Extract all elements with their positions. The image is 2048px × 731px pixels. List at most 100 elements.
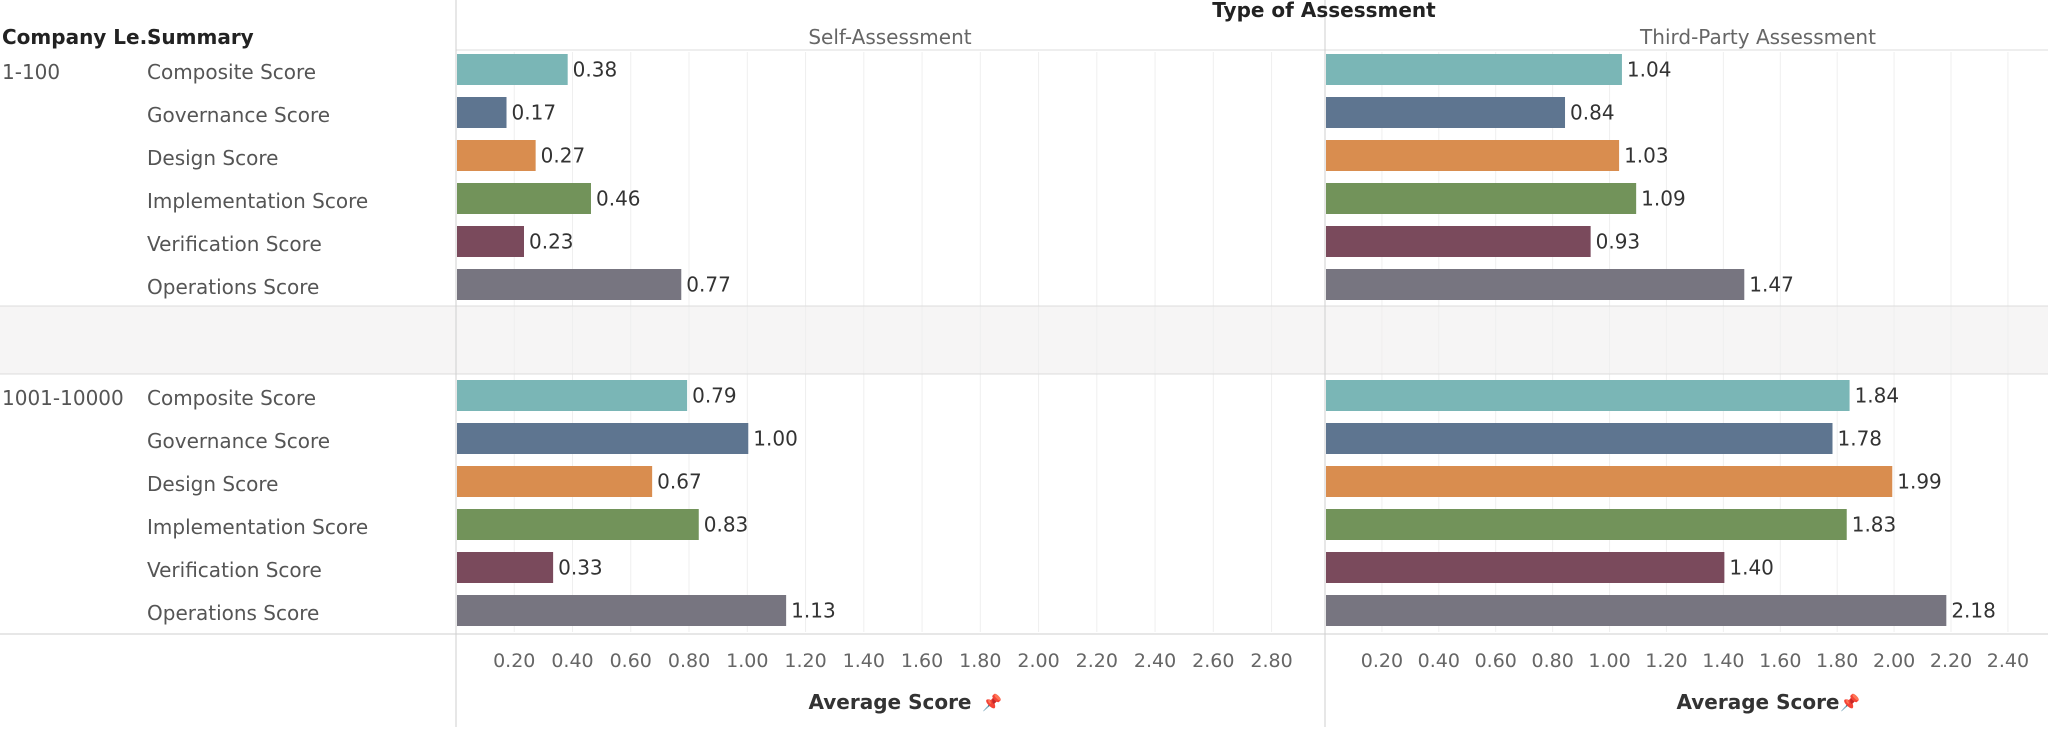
x-tick-self-assessment-9: 2.00 [1017, 650, 1059, 672]
x-tick-third-party-assessment-6: 1.40 [1702, 650, 1744, 672]
value-label-self-assessment-1-100-composite-score: 0.38 [573, 58, 618, 82]
value-label-third-party-assessment-1001-10000-governance-score: 1.78 [1838, 427, 1883, 451]
value-label-third-party-assessment-1001-10000-implementation-score: 1.83 [1852, 513, 1897, 537]
measure-label-operations-1-100: Operations Score [147, 275, 319, 299]
x-tick-self-assessment-1: 0.40 [551, 650, 593, 672]
x-tick-self-assessment-3: 0.80 [668, 650, 710, 672]
value-label-third-party-assessment-1001-10000-design-score: 1.99 [1897, 470, 1942, 494]
bar-self-assessment-1001-10000-operations-score[interactable] [457, 595, 787, 626]
x-tick-third-party-assessment-1: 0.40 [1418, 650, 1460, 672]
bar-third-party-assessment-1-100-implementation-score[interactable] [1326, 183, 1637, 214]
bar-third-party-assessment-1001-10000-design-score[interactable] [1326, 466, 1893, 497]
measure-label-design-1001-10000: Design Score [147, 472, 278, 496]
x-tick-third-party-assessment-8: 1.80 [1816, 650, 1858, 672]
bar-third-party-assessment-1001-10000-composite-score[interactable] [1326, 380, 1850, 411]
x-tick-self-assessment-2: 0.60 [610, 650, 652, 672]
value-label-third-party-assessment-1-100-governance-score: 0.84 [1570, 101, 1615, 125]
group-label-1-100: 1-100 [2, 60, 60, 84]
value-label-third-party-assessment-1001-10000-verification-score: 1.40 [1729, 556, 1774, 580]
value-label-self-assessment-1-100-design-score: 0.27 [541, 144, 586, 168]
value-label-self-assessment-1001-10000-operations-score: 1.13 [791, 599, 836, 623]
bars: 0.38 0.17 0.27 0.46 0.23 0.77 0.79 1.00 0.670.83… [457, 54, 1996, 626]
bar-self-assessment-1-100-composite-score[interactable] [457, 54, 568, 85]
value-label-self-assessment-1001-10000-design-score: 0.67 [657, 470, 702, 494]
x-tick-third-party-assessment-11: 2.40 [1987, 650, 2029, 672]
measure-label-governance-1001-10000: Governance Score [147, 429, 330, 453]
x-axis-title-self[interactable]: Average Score [809, 690, 972, 714]
bar-self-assessment-1-100-governance-score[interactable] [457, 97, 507, 128]
x-tick-third-party-assessment-4: 1.00 [1588, 650, 1630, 672]
measure-label-design-1-100: Design Score [147, 146, 278, 170]
x-tick-third-party-assessment-0: 0.20 [1361, 650, 1403, 672]
x-tick-third-party-assessment-5: 1.20 [1645, 650, 1687, 672]
value-label-self-assessment-1-100-implementation-score: 0.46 [596, 187, 641, 211]
value-label-third-party-assessment-1001-10000-composite-score: 1.84 [1855, 384, 1900, 408]
measure-label-operations-1001-10000: Operations Score [147, 601, 319, 625]
group-label-1001-10000: 1001-10000 [2, 386, 124, 410]
measure-label-implementation-1001-10000: Implementation Score [147, 515, 368, 539]
x-tick-self-assessment-8: 1.80 [959, 650, 1001, 672]
x-tick-self-assessment-12: 2.60 [1192, 650, 1234, 672]
x-tick-third-party-assessment-10: 2.20 [1930, 650, 1972, 672]
value-label-third-party-assessment-1-100-verification-score: 0.93 [1596, 230, 1641, 254]
value-label-self-assessment-1001-10000-governance-score: 1.00 [753, 427, 798, 451]
bar-third-party-assessment-1-100-verification-score[interactable] [1326, 226, 1591, 257]
bar-self-assessment-1-100-verification-score[interactable] [457, 226, 524, 257]
x-tick-self-assessment-10: 2.20 [1076, 650, 1118, 672]
bar-self-assessment-1-100-design-score[interactable] [457, 140, 536, 171]
x-tick-self-assessment-5: 1.20 [784, 650, 826, 672]
x-tick-self-assessment-13: 2.80 [1250, 650, 1292, 672]
value-label-third-party-assessment-1001-10000-operations-score: 2.18 [1951, 599, 1996, 623]
value-label-self-assessment-1-100-operations-score: 0.77 [686, 273, 731, 297]
x-tick-third-party-assessment-3: 0.80 [1531, 650, 1573, 672]
bar-self-assessment-1001-10000-design-score[interactable] [457, 466, 653, 497]
pin-icon[interactable]: 📌 [1840, 693, 1860, 712]
bar-self-assessment-1001-10000-composite-score[interactable] [457, 380, 688, 411]
measure-label-implementation-1-100: Implementation Score [147, 189, 368, 213]
value-label-self-assessment-1001-10000-composite-score: 0.79 [692, 384, 737, 408]
bar-third-party-assessment-1-100-governance-score[interactable] [1326, 97, 1566, 128]
measure-label-verification-1001-10000: Verification Score [147, 558, 322, 582]
bar-third-party-assessment-1-100-composite-score[interactable] [1326, 54, 1622, 85]
measure-label-governance-1-100: Governance Score [147, 103, 330, 127]
group-separator-band [0, 306, 2048, 374]
bar-self-assessment-1001-10000-verification-score[interactable] [457, 552, 554, 583]
value-label-third-party-assessment-1-100-implementation-score: 1.09 [1641, 187, 1686, 211]
bar-self-assessment-1001-10000-implementation-score[interactable] [457, 509, 699, 540]
measure-label-composite-1001-10000: Composite Score [147, 386, 316, 410]
bar-third-party-assessment-1001-10000-verification-score[interactable] [1326, 552, 1725, 583]
value-label-self-assessment-1-100-governance-score: 0.17 [512, 101, 557, 125]
bar-self-assessment-1-100-implementation-score[interactable] [457, 183, 591, 214]
x-tick-self-assessment-0: 0.20 [493, 650, 535, 672]
x-tick-self-assessment-11: 2.40 [1134, 650, 1176, 672]
panel-title-third-party-assessment: Third-Party Assessment [1639, 25, 1876, 49]
x-tick-third-party-assessment-7: 1.60 [1759, 650, 1801, 672]
x-tick-third-party-assessment-9: 2.00 [1873, 650, 1915, 672]
x-tick-third-party-assessment-2: 0.60 [1475, 650, 1517, 672]
value-label-self-assessment-1001-10000-implementation-score: 0.83 [704, 513, 749, 537]
summary-header: Summary [147, 25, 254, 49]
panel-title-self-assessment: Self-Assessment [808, 25, 971, 49]
bar-self-assessment-1001-10000-governance-score[interactable] [457, 423, 749, 454]
value-label-self-assessment-1001-10000-verification-score: 0.33 [558, 556, 603, 580]
bar-third-party-assessment-1001-10000-governance-score[interactable] [1326, 423, 1833, 454]
type-of-assessment-header: Type of Assessment [1212, 0, 1436, 22]
bar-third-party-assessment-1001-10000-implementation-score[interactable] [1326, 509, 1847, 540]
bar-self-assessment-1-100-operations-score[interactable] [457, 269, 682, 300]
value-label-self-assessment-1-100-verification-score: 0.23 [529, 230, 574, 254]
measure-label-verification-1-100: Verification Score [147, 232, 322, 256]
x-axis-title-third-party[interactable]: Average Score [1677, 690, 1840, 714]
measure-label-composite-1-100: Composite Score [147, 60, 316, 84]
value-label-third-party-assessment-1-100-composite-score: 1.04 [1627, 58, 1672, 82]
x-tick-self-assessment-6: 1.40 [843, 650, 885, 672]
pin-icon[interactable]: 📌 [982, 693, 1002, 712]
x-tick-self-assessment-4: 1.00 [726, 650, 768, 672]
value-label-third-party-assessment-1-100-operations-score: 1.47 [1749, 273, 1794, 297]
bar-third-party-assessment-1-100-operations-score[interactable] [1326, 269, 1745, 300]
bar-third-party-assessment-1001-10000-operations-score[interactable] [1326, 595, 1947, 626]
x-axis-ticks: 0.20 0.40 0.60 0.80 1.00 1.20 1.40 1.60 1.80 2.00… [493, 650, 2029, 672]
value-label-third-party-assessment-1-100-design-score: 1.03 [1624, 144, 1669, 168]
x-tick-self-assessment-7: 1.60 [901, 650, 943, 672]
bar-third-party-assessment-1-100-design-score[interactable] [1326, 140, 1620, 171]
